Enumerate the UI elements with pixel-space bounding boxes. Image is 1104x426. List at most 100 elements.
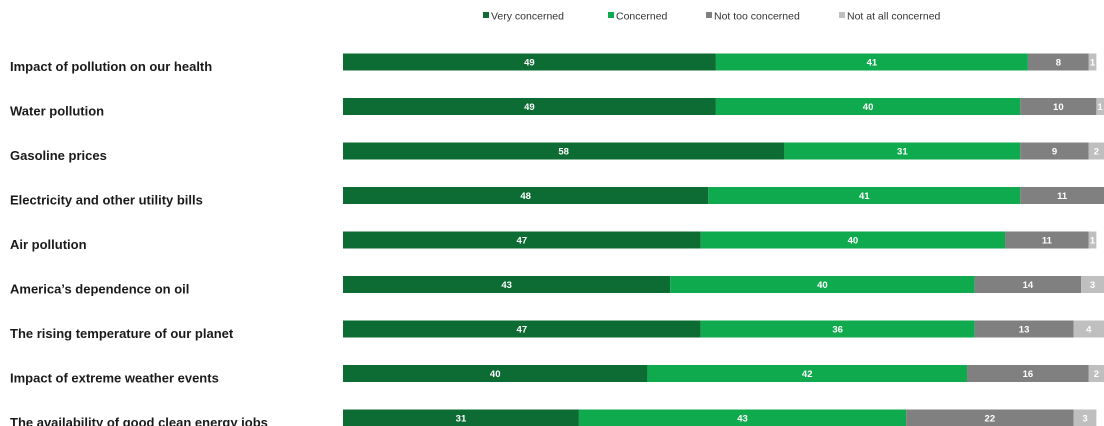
bar-segment-concerned (715, 98, 1021, 115)
bar-row: 47 40 11 1 (343, 231, 1097, 249)
bar-segment-very-concerned (343, 231, 701, 249)
legend-item-not-too-concerned: Not too concerned (706, 11, 800, 23)
data-label: 16 (1023, 369, 1034, 380)
chart-legend: Very concerned Concerned Not too concerned… (483, 11, 941, 23)
legend-label: Concerned (616, 11, 668, 23)
data-label: 10 (1053, 102, 1064, 113)
data-label: 58 (558, 147, 569, 158)
data-label: 9 (1052, 147, 1057, 158)
bar-segment-very-concerned (343, 187, 709, 204)
data-label: 2 (1094, 369, 1099, 380)
bar-segment-very-concerned (343, 320, 701, 338)
data-label: 49 (524, 58, 535, 69)
data-label: 41 (867, 58, 878, 69)
bar-segment-very-concerned (343, 365, 648, 382)
legend-item-not-at-all-concerned: Not at all concerned (839, 11, 941, 23)
data-label: 31 (456, 414, 467, 425)
bar-row: 43 40 14 3 (343, 276, 1104, 293)
bar-row: 31 43 22 3 (343, 409, 1097, 426)
legend-label: Not too concerned (714, 11, 800, 23)
data-label: 41 (859, 191, 870, 202)
bar-row: 40 42 16 2 (343, 365, 1104, 382)
bar-row: 49 40 10 1 (343, 98, 1104, 115)
data-label: 40 (490, 369, 501, 380)
data-label: 43 (737, 414, 748, 425)
data-label: 36 (832, 325, 843, 336)
category-label: Water pollution (10, 104, 104, 119)
data-label: 40 (848, 236, 859, 247)
data-label: 40 (817, 280, 828, 291)
bar-row: 47 36 13 4 (343, 320, 1104, 338)
bar-segment-not-at-all-concerned (1088, 142, 1104, 160)
bar-segment-concerned (708, 187, 1021, 204)
data-label: 13 (1019, 325, 1030, 336)
legend-item-very-concerned: Very concerned (483, 11, 564, 23)
bar-segment-not-at-all-concerned (1088, 365, 1104, 382)
bar-segment-not-too-concerned (1020, 98, 1097, 115)
legend-label: Very concerned (491, 11, 564, 23)
bar-segment-very-concerned (343, 98, 716, 115)
legend-swatch (706, 12, 712, 18)
category-label: America’s dependence on oil (10, 282, 189, 297)
bar-segment-very-concerned (343, 142, 785, 160)
bar-segment-not-at-all-concerned (1081, 276, 1104, 293)
bar-segment-very-concerned (343, 53, 716, 71)
bar-segment-concerned (784, 142, 1021, 160)
bar-segment-not-at-all-concerned (1073, 320, 1104, 338)
bar-segment-not-too-concerned (967, 365, 1089, 382)
category-label: The rising temperature of our planet (10, 326, 234, 341)
bar-segment-not-at-all-concerned (1088, 231, 1097, 249)
legend-swatch (483, 12, 489, 18)
bar-row: 58 31 9 2 (343, 142, 1104, 160)
data-label: 47 (517, 236, 528, 247)
data-label: 14 (1023, 280, 1034, 291)
data-label: 8 (1056, 58, 1061, 69)
data-label: 48 (520, 191, 531, 202)
bar-segment-concerned (700, 320, 975, 338)
data-label: 1 (1098, 102, 1104, 113)
category-label: Electricity and other utility bills (10, 193, 203, 208)
bar-segment-not-too-concerned (906, 409, 1074, 426)
category-label: The availability of good clean energy jo… (10, 415, 268, 426)
data-label: 3 (1082, 414, 1087, 425)
bar-segment-concerned (670, 276, 975, 293)
data-label: 42 (802, 369, 813, 380)
bar-segment-not-too-concerned (1027, 53, 1089, 71)
bar-segment-concerned (700, 231, 1006, 249)
category-label: Gasoline prices (10, 148, 107, 163)
data-label: 47 (517, 325, 528, 336)
legend-swatch (608, 12, 614, 18)
bar-segment-not-at-all-concerned (1088, 53, 1097, 71)
bar-segment-very-concerned (343, 276, 671, 293)
bar-segment-not-at-all-concerned (1073, 409, 1097, 426)
category-label: Impact of pollution on our health (10, 59, 212, 74)
bar-segment-not-too-concerned (1020, 187, 1104, 204)
bar-segment-concerned (578, 409, 907, 426)
category-label: Air pollution (10, 237, 87, 252)
data-label: 3 (1090, 280, 1095, 291)
data-label: 4 (1086, 325, 1092, 336)
data-label: 2 (1094, 147, 1099, 158)
data-label: 43 (501, 280, 512, 291)
data-label: 1 (1090, 58, 1096, 69)
data-label: 31 (897, 147, 908, 158)
data-label: 49 (524, 102, 535, 113)
legend-label: Not at all concerned (847, 11, 941, 23)
category-labels: Impact of pollution on our health Water p… (10, 59, 268, 426)
legend-swatch (839, 12, 845, 18)
bar-row: 4841111 (343, 187, 1104, 204)
bar-row: 49 41 8 1 (343, 53, 1097, 71)
data-label: 40 (863, 102, 874, 113)
data-label: 22 (985, 414, 996, 425)
bar-segment-not-too-concerned (1005, 231, 1089, 249)
category-label: Impact of extreme weather events (10, 371, 219, 386)
bar-segment-concerned (715, 53, 1028, 71)
bar-segment-not-at-all-concerned (1096, 98, 1104, 115)
data-label: 1 (1090, 236, 1096, 247)
bar-segment-concerned (647, 365, 968, 382)
bar-segment-very-concerned (343, 409, 579, 426)
legend-item-concerned: Concerned (608, 11, 668, 23)
bars: 4941814940101583192484111147401114340143… (343, 53, 1104, 426)
data-label: 11 (1057, 191, 1068, 202)
